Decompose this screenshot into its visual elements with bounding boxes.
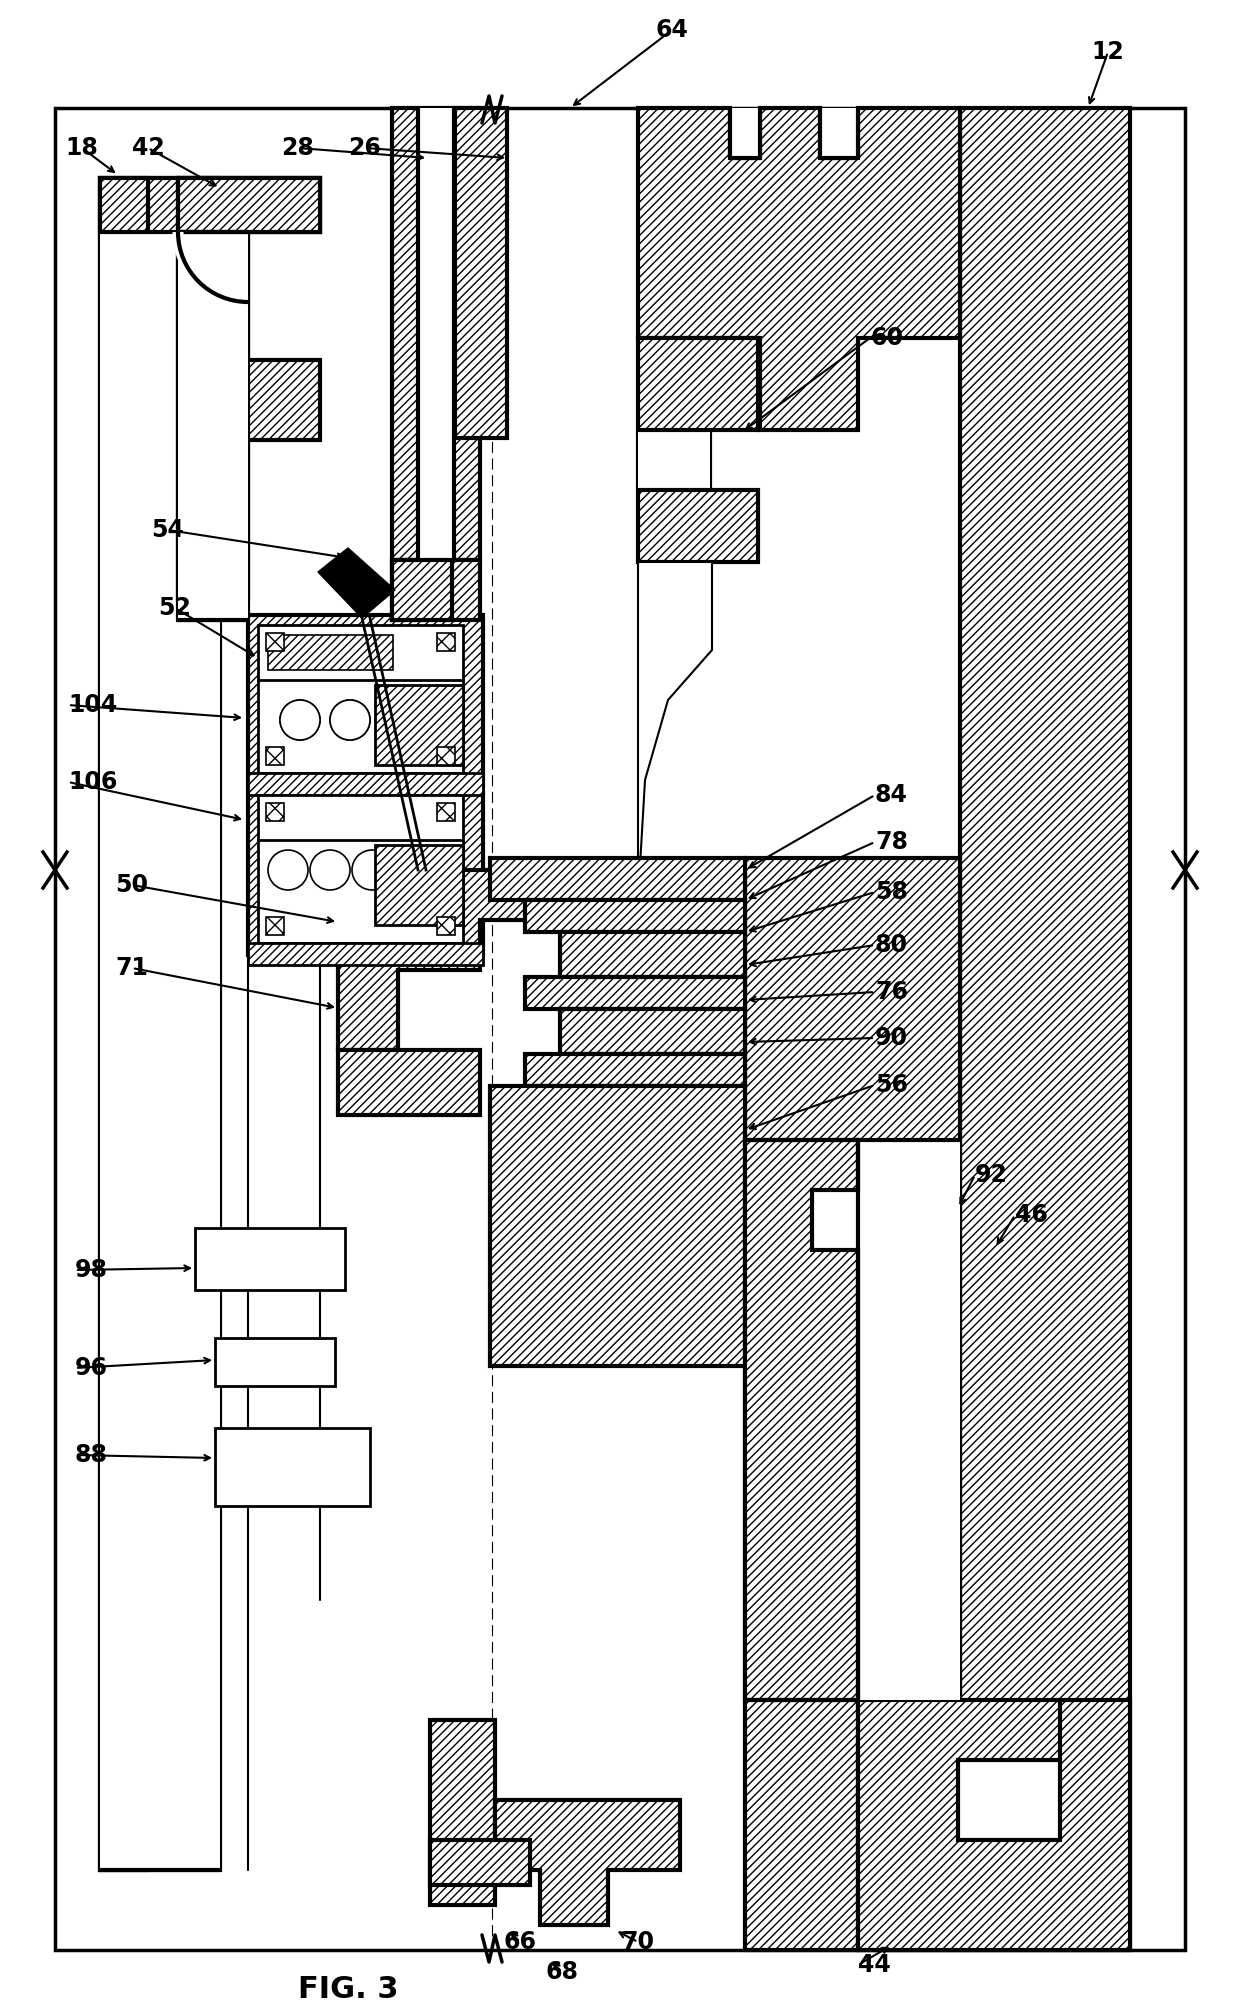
Text: 92: 92	[975, 1162, 1008, 1186]
Bar	[195, 1229, 345, 1291]
Bar	[179, 232, 248, 620]
Text: 58: 58	[875, 880, 908, 904]
Bar	[525, 1053, 745, 1086]
Bar	[455, 109, 507, 437]
Polygon shape	[745, 1140, 858, 1700]
Text: 18: 18	[66, 137, 98, 159]
Bar	[436, 804, 455, 822]
Bar	[258, 796, 463, 943]
Polygon shape	[639, 562, 712, 900]
Circle shape	[352, 850, 392, 890]
Circle shape	[330, 701, 370, 739]
Bar	[215, 1337, 335, 1386]
Bar	[339, 1049, 480, 1116]
Circle shape	[280, 701, 320, 739]
Bar	[436, 747, 455, 765]
Bar	[219, 620, 339, 1919]
Text: 78: 78	[875, 830, 908, 854]
Bar	[267, 747, 284, 765]
Text: 52: 52	[159, 596, 191, 620]
Polygon shape	[858, 1700, 1130, 1950]
Bar	[374, 685, 463, 765]
Bar	[374, 846, 463, 924]
Bar	[560, 1009, 745, 1053]
Bar	[268, 634, 393, 671]
Text: 56: 56	[875, 1073, 908, 1098]
Text: 84: 84	[875, 783, 908, 808]
Polygon shape	[430, 1841, 529, 1885]
Text: 64: 64	[656, 18, 688, 42]
Bar	[248, 943, 484, 965]
Circle shape	[310, 850, 350, 890]
Bar	[525, 977, 745, 1009]
Polygon shape	[858, 109, 1130, 1950]
Text: 68: 68	[546, 1960, 579, 1984]
Polygon shape	[639, 109, 960, 431]
Text: 60: 60	[870, 326, 903, 350]
Polygon shape	[639, 338, 758, 562]
Text: 106: 106	[68, 769, 118, 794]
Polygon shape	[339, 870, 639, 1049]
Circle shape	[280, 701, 320, 739]
Bar	[100, 177, 219, 234]
Text: 76: 76	[875, 981, 908, 1005]
Bar	[267, 632, 284, 651]
Circle shape	[268, 850, 308, 890]
Bar	[179, 232, 248, 600]
Text: 12: 12	[1091, 40, 1125, 64]
Bar	[730, 109, 760, 157]
Bar	[100, 177, 148, 1871]
Bar	[392, 109, 480, 560]
Polygon shape	[317, 548, 396, 618]
Text: 98: 98	[74, 1259, 108, 1283]
Text: 96: 96	[74, 1355, 108, 1380]
Text: 66: 66	[503, 1929, 537, 1954]
Text: 26: 26	[348, 137, 382, 159]
Bar	[745, 1140, 960, 1700]
Bar	[215, 1428, 370, 1506]
Text: 46: 46	[1016, 1202, 1048, 1227]
Text: 90: 90	[875, 1025, 908, 1049]
Text: 104: 104	[68, 693, 118, 717]
Bar	[430, 1720, 495, 1905]
Text: 70: 70	[621, 1929, 655, 1954]
Circle shape	[379, 701, 420, 739]
Text: FIG. 3: FIG. 3	[298, 1976, 398, 2004]
Bar	[267, 916, 284, 934]
Polygon shape	[179, 177, 320, 600]
Bar	[248, 614, 484, 955]
Text: 50: 50	[115, 872, 149, 896]
Bar	[820, 109, 858, 157]
Text: 80: 80	[875, 932, 908, 957]
Bar	[267, 804, 284, 822]
Bar	[490, 858, 745, 900]
Text: 44: 44	[858, 1954, 890, 1978]
Polygon shape	[745, 858, 960, 1950]
Polygon shape	[179, 177, 320, 620]
Bar	[525, 900, 745, 932]
Text: 71: 71	[115, 957, 149, 981]
Circle shape	[330, 701, 370, 739]
Bar	[959, 1760, 1060, 1841]
Text: 28: 28	[281, 137, 315, 159]
Text: 42: 42	[131, 137, 165, 159]
Polygon shape	[100, 177, 320, 1871]
Bar	[560, 932, 745, 977]
Circle shape	[379, 701, 420, 739]
Bar	[436, 632, 455, 651]
Bar	[490, 1086, 745, 1365]
Text: 54: 54	[151, 518, 185, 542]
Bar	[418, 109, 454, 560]
Bar	[436, 916, 455, 934]
Bar	[392, 560, 480, 620]
Bar	[248, 773, 484, 796]
Bar	[392, 560, 453, 620]
Circle shape	[393, 850, 433, 890]
Text: 88: 88	[74, 1442, 108, 1466]
Polygon shape	[495, 1801, 680, 1925]
Bar	[258, 624, 463, 773]
Bar	[639, 431, 711, 489]
Bar	[100, 232, 219, 1871]
